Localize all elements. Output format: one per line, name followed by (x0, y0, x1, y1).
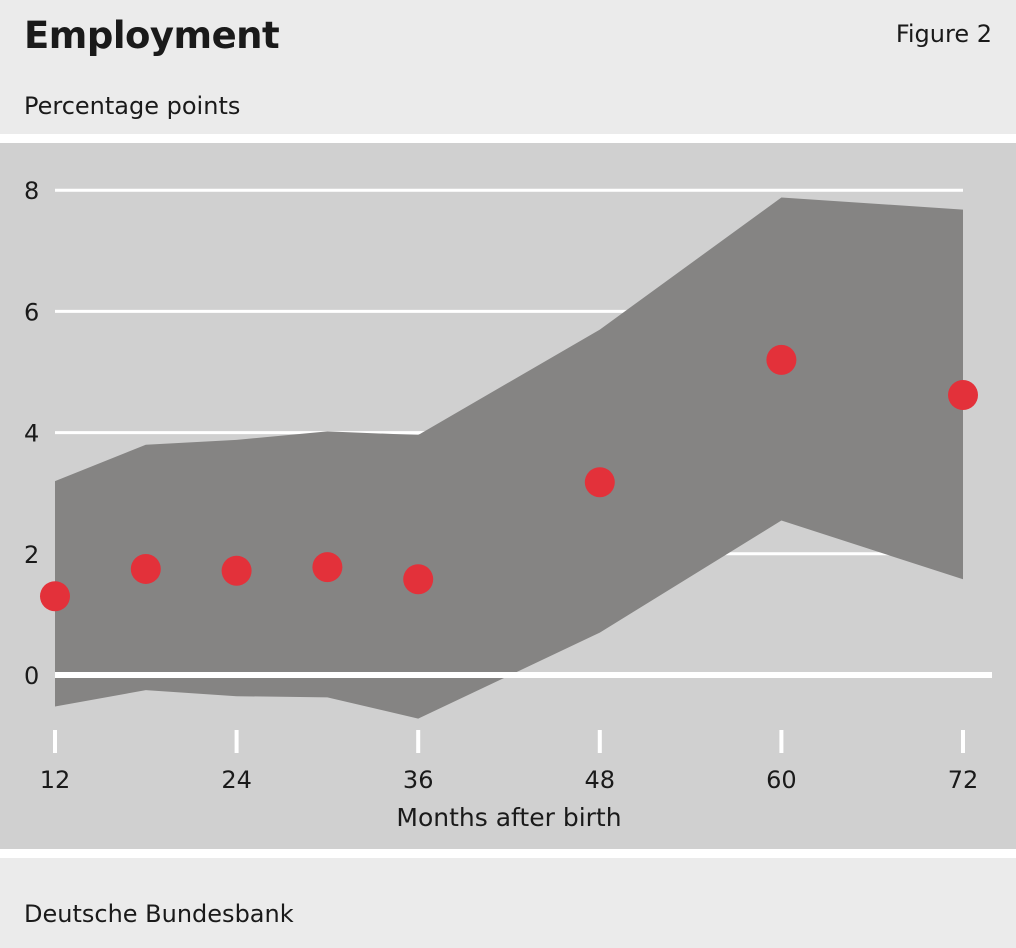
y-tick-label-6: 6 (24, 298, 39, 326)
y-tick-label-0: 0 (24, 662, 39, 690)
data-point-18 (130, 553, 161, 584)
x-tick-label-24: 24 (221, 766, 252, 794)
x-tick-label-48: 48 (585, 766, 616, 794)
x-tick-label-72: 72 (948, 766, 979, 794)
data-point-30 (312, 552, 343, 583)
top-divider (0, 134, 1016, 143)
data-point-36 (403, 564, 434, 595)
data-point-24 (221, 555, 252, 586)
data-point-48 (584, 467, 615, 498)
confidence-band (55, 197, 963, 719)
x-tick-label-36: 36 (403, 766, 434, 794)
plot-area: 0 2 4 6 8 12 24 36 48 60 72 Months after birth (0, 143, 1016, 849)
source-label: Deutsche Bundesbank (24, 900, 294, 928)
chart-unit-subtitle: Percentage points (24, 92, 241, 120)
y-tick-label-2: 2 (24, 541, 39, 569)
data-point-60 (766, 344, 797, 375)
figure-number: Figure 2 (895, 20, 992, 48)
y-tick-label-4: 4 (24, 420, 39, 448)
chart-header: Employment Figure 2 Percentage points (0, 0, 1016, 134)
y-tick-label-8: 8 (24, 177, 39, 205)
data-point-12 (40, 581, 70, 612)
bottom-divider (0, 849, 1016, 858)
chart-title: Employment (24, 14, 280, 57)
x-tick-label-12: 12 (40, 766, 71, 794)
x-axis-title: Months after birth (396, 803, 621, 832)
data-point-72 (948, 380, 978, 411)
x-tick-label-60: 60 (766, 766, 797, 794)
